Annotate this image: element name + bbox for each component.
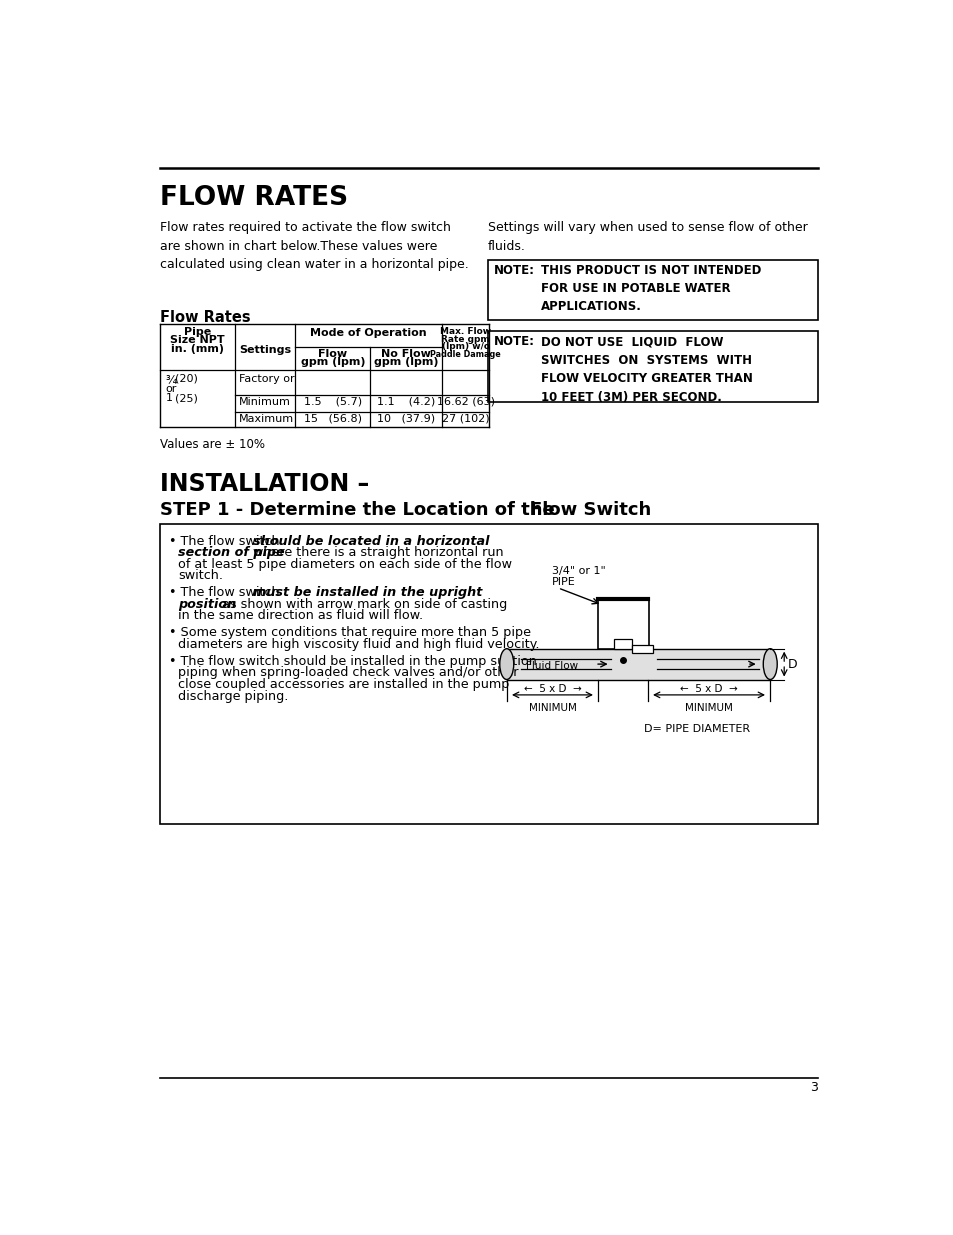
Text: position: position (178, 598, 236, 611)
Text: Paddle Damage: Paddle Damage (430, 350, 500, 359)
Text: 27 (102): 27 (102) (441, 414, 489, 424)
Ellipse shape (762, 648, 777, 679)
Text: Mode of Operation: Mode of Operation (310, 327, 427, 337)
Text: 3: 3 (810, 1082, 818, 1094)
Text: piping when spring-loaded check valves and/or other: piping when spring-loaded check valves a… (178, 667, 518, 679)
Text: 1.5    (5.7): 1.5 (5.7) (303, 396, 361, 406)
Text: D= PIPE DIAMETER: D= PIPE DIAMETER (643, 724, 749, 734)
Text: (20): (20) (174, 374, 197, 384)
Text: Maximum: Maximum (239, 414, 294, 424)
Text: NOTE:: NOTE: (494, 336, 535, 348)
Text: NOTE:: NOTE: (494, 264, 535, 278)
Text: section of pipe: section of pipe (178, 546, 285, 559)
Bar (506, 648, 769, 679)
Text: in the same direction as fluid will flow.: in the same direction as fluid will flow… (178, 609, 423, 622)
Ellipse shape (499, 648, 513, 679)
Text: Flow Switch: Flow Switch (530, 501, 651, 519)
Text: or: or (166, 384, 177, 394)
Text: 15   (56.8): 15 (56.8) (303, 414, 361, 424)
Text: 3/4" or 1": 3/4" or 1" (551, 567, 605, 577)
Text: Values are ± 10%: Values are ± 10% (159, 438, 264, 452)
Text: PIPE: PIPE (551, 577, 575, 587)
Text: INSTALLATION –: INSTALLATION – (159, 472, 369, 495)
Bar (614, 640, 631, 648)
Text: discharge piping.: discharge piping. (178, 689, 288, 703)
Text: Size NPT: Size NPT (170, 336, 225, 346)
Text: Pipe: Pipe (184, 327, 211, 337)
Text: (lpm) w/o: (lpm) w/o (441, 342, 489, 351)
Text: in. (mm): in. (mm) (171, 343, 224, 353)
Text: MINIMUM: MINIMUM (528, 703, 576, 713)
Text: • Some system conditions that require more than 5 pipe: • Some system conditions that require mo… (169, 626, 530, 640)
Text: D: D (787, 657, 797, 671)
Text: ←  5 x D  →: ← 5 x D → (523, 684, 580, 694)
Text: 1.1    (4.2): 1.1 (4.2) (376, 396, 436, 406)
Text: 16.62 (63): 16.62 (63) (436, 396, 495, 406)
Text: Flow Rates: Flow Rates (159, 310, 250, 325)
Bar (488, 331, 818, 401)
Text: Flow: Flow (318, 350, 347, 359)
Text: Factory or: Factory or (239, 374, 294, 384)
Text: where there is a straight horizontal run: where there is a straight horizontal run (249, 546, 503, 559)
Bar (631, 645, 653, 652)
Text: MINIMUM: MINIMUM (684, 703, 732, 713)
Text: close coupled accessories are installed in the pump: close coupled accessories are installed … (178, 678, 509, 690)
Text: No Flow: No Flow (381, 350, 431, 359)
Text: must be installed in the upright: must be installed in the upright (253, 587, 482, 599)
Text: gpm (lpm): gpm (lpm) (300, 357, 365, 367)
Text: Settings: Settings (239, 346, 291, 356)
Text: • The flow switch: • The flow switch (169, 587, 283, 599)
Text: Rate gpm: Rate gpm (441, 335, 490, 343)
Text: should be located in a horizontal: should be located in a horizontal (253, 535, 489, 548)
Text: THIS PRODUCT IS NOT INTENDED
FOR USE IN POTABLE WATER
APPLICATIONS.: THIS PRODUCT IS NOT INTENDED FOR USE IN … (540, 264, 760, 314)
Bar (488, 259, 818, 320)
Bar (598, 599, 648, 648)
Text: FLOW RATES: FLOW RATES (159, 185, 347, 211)
Text: 1: 1 (166, 393, 172, 403)
Text: (25): (25) (174, 393, 197, 403)
Text: Flow rates required to activate the flow switch
are shown in chart below.These v: Flow rates required to activate the flow… (159, 221, 468, 272)
Text: as shown with arrow mark on side of casting: as shown with arrow mark on side of cast… (217, 598, 506, 611)
Text: Minimum: Minimum (239, 396, 291, 406)
Text: ¾: ¾ (166, 374, 177, 387)
Text: • The flow switch: • The flow switch (169, 535, 283, 548)
Text: STEP 1 - Determine the Location of the: STEP 1 - Determine the Location of the (159, 501, 560, 519)
Text: • The flow switch should be installed in the pump suction: • The flow switch should be installed in… (169, 655, 537, 668)
Text: Settings will vary when used to sense flow of other
fluids.: Settings will vary when used to sense fl… (488, 221, 807, 253)
Text: ←  5 x D  →: ← 5 x D → (679, 684, 737, 694)
Text: Max. Flow: Max. Flow (439, 327, 491, 336)
Text: 10   (37.9): 10 (37.9) (377, 414, 435, 424)
Text: DO NOT USE  LIQUID  FLOW
SWITCHES  ON  SYSTEMS  WITH
FLOW VELOCITY GREATER THAN
: DO NOT USE LIQUID FLOW SWITCHES ON SYSTE… (540, 336, 752, 404)
Text: of at least 5 pipe diameters on each side of the flow: of at least 5 pipe diameters on each sid… (178, 558, 512, 571)
Text: diameters are high viscosity fluid and high fluid velocity.: diameters are high viscosity fluid and h… (178, 638, 539, 651)
Text: switch.: switch. (178, 569, 223, 583)
Text: gpm (lpm): gpm (lpm) (374, 357, 438, 367)
Text: Fluid Flow: Fluid Flow (525, 662, 578, 672)
Bar (159, 524, 818, 824)
